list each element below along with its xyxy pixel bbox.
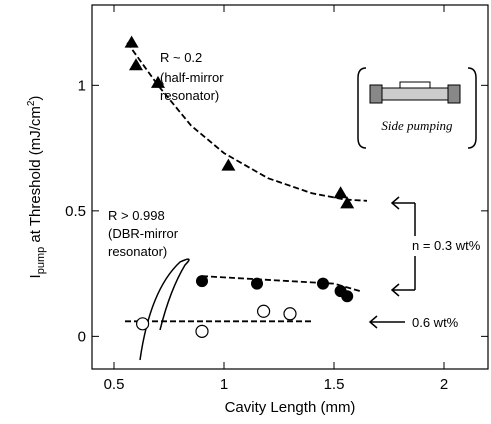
open-circle-marker [195,324,209,338]
open-circle-marker [283,307,297,321]
open-circle-marker [257,304,271,318]
y-title-mid: at Threshold (mJ/cm [27,106,44,247]
y-title-sub: pump [35,247,47,275]
x-tick-label: 1 [220,376,228,393]
x-tick-label: 1.5 [324,376,345,393]
arrow [390,283,415,297]
y-tick-label: 0.5 [65,203,86,220]
y-tick-label: 1 [78,77,86,94]
fit-curve [201,275,361,293]
annotation: resonator) [160,88,219,103]
triangle-marker [129,58,143,71]
y-title-sup: 2 [26,100,37,106]
triangle-marker [333,186,348,199]
inset-bracket [357,67,367,149]
loop-line [139,258,190,361]
annotation: R ~ 0.2 [160,50,202,65]
triangle-marker [151,75,165,88]
x-tick-label: 2 [440,376,448,393]
circle-marker [196,275,208,288]
triangle-marker [124,35,139,48]
fit-curve [126,42,368,202]
triangle-marker [340,196,355,209]
triangle-marker [221,158,236,171]
annotation: (DBR-mirror [108,226,179,241]
inset-mirror [447,84,461,104]
circle-marker [251,277,263,290]
x-axis-title: Cavity Length (mm) [225,399,356,416]
inset-label: Side pumping [381,118,453,133]
annotation: resonator) [108,244,167,259]
annotation: (half-mirror [160,70,224,85]
annotation: n = 0.3 wt% [412,238,481,253]
arrow [390,196,415,210]
arrow [368,315,405,329]
annotation: R > 0.998 [108,208,165,223]
open-circle-marker [136,317,150,331]
x-tick-label: 0.5 [104,376,125,393]
y-title-main: I [27,274,44,278]
inset-pump [399,81,431,89]
arrows [139,196,416,361]
y-axis-title: Ipump at Threshold (mJ/cm2) [26,96,47,279]
plot-frame [91,4,489,370]
circle-marker [317,277,329,290]
inset-rod [374,87,456,101]
inset-mirror [369,84,383,104]
inset-bracket [467,67,477,149]
circle-marker [341,290,354,303]
y-title-end: ) [27,96,44,101]
annotation: 0.6 wt% [412,315,459,330]
y-tick-label: 0 [78,328,86,345]
inset: Side pumping [357,67,477,149]
